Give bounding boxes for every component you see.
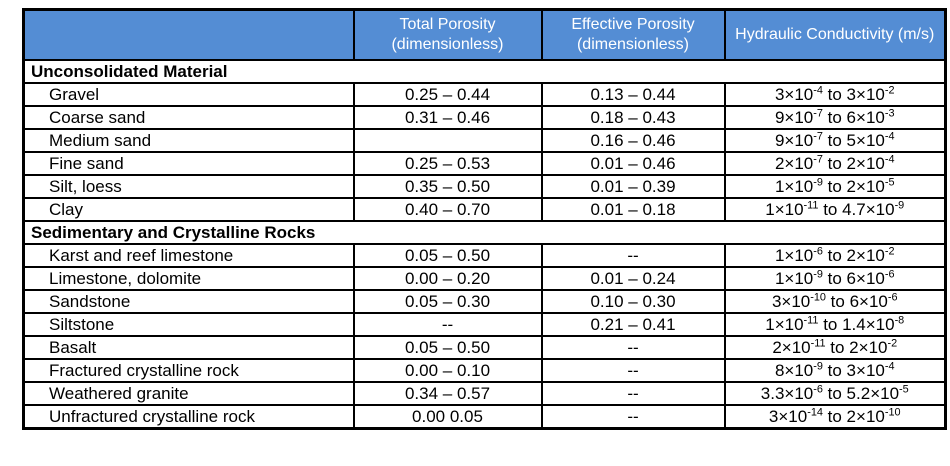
effective-porosity-cell: 0.21 – 0.41 — [540, 312, 726, 337]
effective-porosity-cell: 0.01 – 0.39 — [540, 174, 726, 199]
effective-porosity-cell: 0.18 – 0.43 — [540, 105, 726, 130]
total-porosity-cell: 0.25 – 0.44 — [352, 82, 543, 107]
table-row: Medium sand 0.16 – 0.46 9×10-7 to 5×10-4 — [22, 128, 947, 153]
material-label: Fine sand — [22, 151, 355, 176]
effective-porosity-cell: -- — [540, 404, 726, 430]
hydraulic-conductivity-cell: 1×10-11 to 1.4×10-8 — [723, 312, 947, 337]
material-label: Clay — [22, 197, 355, 222]
material-label: Limestone, dolomite — [22, 266, 355, 291]
total-porosity-cell: 0.40 – 0.70 — [352, 197, 543, 222]
table-row: Siltstone -- 0.21 – 0.41 1×10-11 to 1.4×10-… — [22, 312, 947, 337]
material-label: Fractured crystalline rock — [22, 358, 355, 383]
table-row: Karst and reef limestone 0.05 – 0.50 -- 1×1… — [22, 243, 947, 268]
material-label: Silt, loess — [22, 174, 355, 199]
effective-porosity-cell: 0.01 – 0.24 — [540, 266, 726, 291]
hydraulic-conductivity-cell: 1×10-9 to 2×10-5 — [723, 174, 947, 199]
table-row: Weathered granite 0.34 – 0.57 -- 3.3×10-6 t… — [22, 381, 947, 406]
table-row: Fine sand 0.25 – 0.53 0.01 – 0.46 2×10-7 to… — [22, 151, 947, 176]
total-porosity-cell: 0.31 – 0.46 — [352, 105, 543, 130]
effective-porosity-cell: 0.10 – 0.30 — [540, 289, 726, 314]
hydraulic-conductivity-cell: 3×10-4 to 3×10-2 — [723, 82, 947, 107]
hydraulic-conductivity-cell: 1×10-9 to 6×10-6 — [723, 266, 947, 291]
total-porosity-cell: 0.05 – 0.50 — [352, 335, 543, 360]
table-row: Gravel 0.25 – 0.44 0.13 – 0.44 3×10-4 to 3×… — [22, 82, 947, 107]
header-cell-effective-porosity: Effective Porosity (dimensionless) — [540, 8, 726, 61]
header-cell-material — [22, 8, 355, 61]
material-label: Weathered granite — [22, 381, 355, 406]
effective-porosity-cell: 0.16 – 0.46 — [540, 128, 726, 153]
effective-porosity-cell: 0.01 – 0.46 — [540, 151, 726, 176]
table-row: Unfractured crystalline rock 0.00 0.05 -- 3… — [22, 404, 947, 430]
hydraulic-conductivity-cell: 3×10-14 to 2×10-10 — [723, 404, 947, 430]
total-porosity-cell: 0.35 – 0.50 — [352, 174, 543, 199]
effective-porosity-cell: -- — [540, 358, 726, 383]
effective-porosity-cell: -- — [540, 243, 726, 268]
hydraulic-conductivity-cell: 3×10-10 to 6×10-6 — [723, 289, 947, 314]
total-porosity-cell: 0.05 – 0.30 — [352, 289, 543, 314]
total-porosity-cell: 0.05 – 0.50 — [352, 243, 543, 268]
table-row: Silt, loess 0.35 – 0.50 0.01 – 0.39 1×10-9 … — [22, 174, 947, 199]
table-row: Clay 0.40 – 0.70 0.01 – 0.18 1×10-11 to 4.7… — [22, 197, 947, 222]
hydraulic-conductivity-cell: 2×10-7 to 2×10-4 — [723, 151, 947, 176]
hydraulic-conductivity-cell: 1×10-11 to 4.7×10-9 — [723, 197, 947, 222]
hydraulic-conductivity-cell: 9×10-7 to 6×10-3 — [723, 105, 947, 130]
total-porosity-cell: 0.00 0.05 — [352, 404, 543, 430]
material-label: Siltstone — [22, 312, 355, 337]
table-body: Unconsolidated Material Gravel 0.25 – 0.44… — [22, 59, 947, 430]
section-row: Sedimentary and Crystalline Rocks — [22, 220, 947, 245]
porosity-conductivity-table: Total Porosity (dimensionless) Effective… — [22, 8, 947, 430]
table-header: Total Porosity (dimensionless) Effective… — [22, 8, 947, 61]
header-cell-hydraulic-conductivity: Hydraulic Conductivity (m/s) — [723, 8, 947, 61]
material-label: Karst and reef limestone — [22, 243, 355, 268]
table-row: Fractured crystalline rock 0.00 – 0.10 -- 8… — [22, 358, 947, 383]
effective-porosity-cell: 0.13 – 0.44 — [540, 82, 726, 107]
hydraulic-conductivity-cell: 8×10-9 to 3×10-4 — [723, 358, 947, 383]
material-label: Gravel — [22, 82, 355, 107]
material-label: Coarse sand — [22, 105, 355, 130]
section-label: Unconsolidated Material — [22, 59, 947, 84]
hydraulic-conductivity-cell: 9×10-7 to 5×10-4 — [723, 128, 947, 153]
hydraulic-conductivity-cell: 3.3×10-6 to 5.2×10-5 — [723, 381, 947, 406]
total-porosity-cell: -- — [352, 312, 543, 337]
effective-porosity-cell: 0.01 – 0.18 — [540, 197, 726, 222]
material-label: Medium sand — [22, 128, 355, 153]
section-row: Unconsolidated Material — [22, 59, 947, 84]
total-porosity-cell — [352, 128, 543, 153]
material-label: Sandstone — [22, 289, 355, 314]
total-porosity-cell: 0.00 – 0.20 — [352, 266, 543, 291]
table-row: Limestone, dolomite 0.00 – 0.20 0.01 – 0.2… — [22, 266, 947, 291]
total-porosity-cell: 0.25 – 0.53 — [352, 151, 543, 176]
table-row: Coarse sand 0.31 – 0.46 0.18 – 0.43 9×10-7 … — [22, 105, 947, 130]
hydraulic-conductivity-cell: 2×10-11 to 2×10-2 — [723, 335, 947, 360]
section-label: Sedimentary and Crystalline Rocks — [22, 220, 947, 245]
total-porosity-cell: 0.00 – 0.10 — [352, 358, 543, 383]
hydraulic-conductivity-cell: 1×10-6 to 2×10-2 — [723, 243, 947, 268]
table-row: Basalt 0.05 – 0.50 -- 2×10-11 to 2×10-2 — [22, 335, 947, 360]
header-row: Total Porosity (dimensionless) Effective… — [22, 8, 947, 61]
total-porosity-cell: 0.34 – 0.57 — [352, 381, 543, 406]
header-cell-total-porosity: Total Porosity (dimensionless) — [352, 8, 543, 61]
effective-porosity-cell: -- — [540, 335, 726, 360]
material-label: Basalt — [22, 335, 355, 360]
table-row: Sandstone 0.05 – 0.30 0.10 – 0.30 3×10-10 t… — [22, 289, 947, 314]
effective-porosity-cell: -- — [540, 381, 726, 406]
material-label: Unfractured crystalline rock — [22, 404, 355, 430]
